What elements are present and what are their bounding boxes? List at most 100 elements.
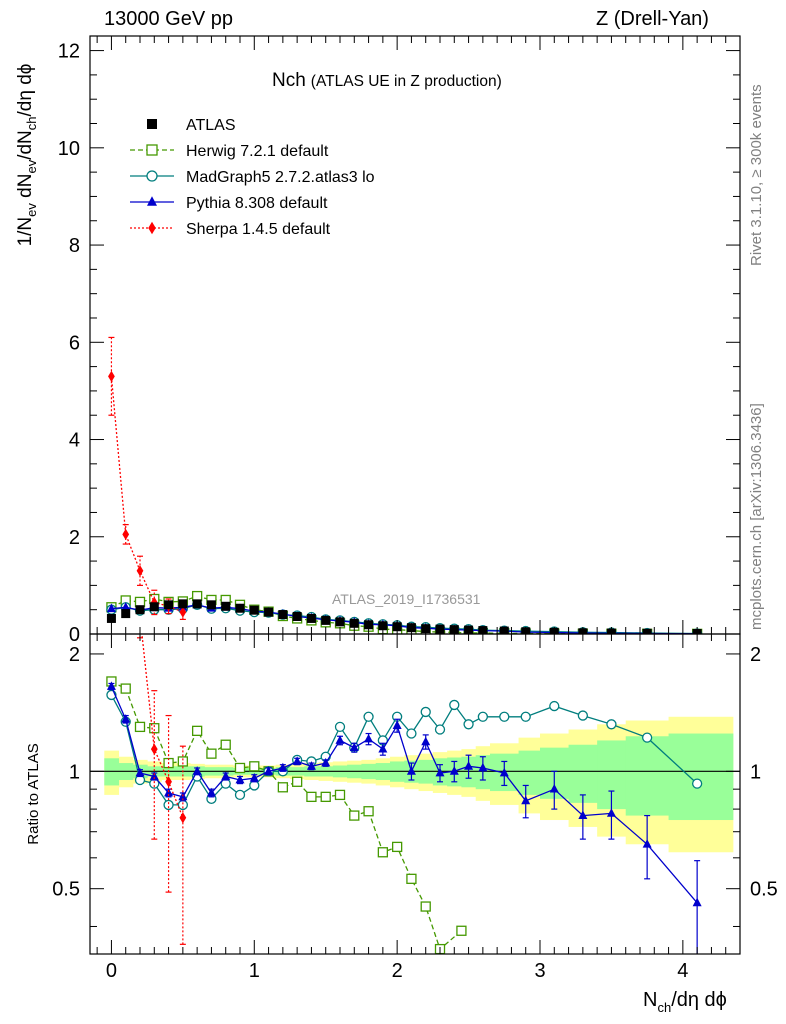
ratio-data-point — [192, 766, 202, 775]
rivet-version-label: Rivet 3.1.10, ≥ 300k events — [748, 84, 765, 266]
ratio-data-point — [606, 808, 616, 817]
ratio-data-point — [177, 756, 189, 767]
ratio-y-tick-label-right: 0.5 — [750, 879, 778, 901]
ratio-data-point — [521, 795, 531, 805]
x-tick-label: 4 — [677, 960, 688, 982]
main-data-point — [191, 590, 203, 602]
mcplots-url-label: mcplots.cern.ch [arXiv:1306.3436] — [748, 403, 765, 630]
ratio-data-point — [334, 721, 346, 733]
main-data-point — [206, 600, 216, 610]
ratio-data-point — [642, 839, 652, 848]
ratio-data-point — [306, 761, 316, 770]
process-label: Z (Drell-Yan) — [596, 8, 709, 30]
ratio-data-point — [349, 742, 359, 752]
legend: ATLAS Herwig 7.2.1 default MadGraph5 2.7.2… — [130, 117, 375, 238]
ratio-data-point — [449, 699, 460, 711]
ratio-data-point — [234, 789, 246, 801]
ratio-panel-frame — [89, 633, 741, 955]
ratio-data-point — [391, 841, 403, 853]
ratio-data-point — [464, 761, 474, 770]
ratio-y-tick-label-right: 2 — [750, 644, 761, 666]
ratio-data-point — [456, 925, 467, 936]
main-y-tick-label: 10 — [58, 138, 80, 160]
legend-marker — [148, 221, 156, 235]
main-data-point — [292, 611, 302, 621]
ratio-y-tick-label: 0.5 — [52, 879, 80, 901]
ratio-data-point — [264, 766, 274, 775]
legend-entry: MadGraph5 2.7.2.atlas3 lo — [130, 169, 375, 186]
ratio-panel-series — [106, 634, 703, 954]
legend-entry: Sherpa 1.4.5 default — [130, 221, 331, 238]
main-data-point — [179, 606, 187, 618]
ratio-series-0 — [106, 676, 467, 954]
ratio-data-point — [478, 762, 488, 772]
main-y-tick-label: 6 — [69, 332, 80, 354]
x-tick-label: 2 — [392, 960, 403, 982]
main-data-point — [122, 528, 130, 540]
legend-entry: Herwig 7.2.1 default — [130, 143, 329, 160]
main-data-point — [642, 628, 652, 634]
legend-entry: Pythia 8.308 default — [130, 195, 328, 212]
ratio-data-point — [221, 771, 231, 780]
ratio-data-point — [320, 791, 331, 803]
main-data-point — [349, 618, 359, 628]
main-data-point — [321, 615, 331, 625]
stat-uncertainty-band — [518, 750, 541, 795]
energy-label: 13000 GeV pp — [104, 8, 233, 30]
ratio-data-point — [134, 721, 146, 733]
main-data-point — [378, 621, 388, 631]
ratio-data-point — [291, 776, 303, 787]
ratio-data-point — [149, 771, 159, 780]
stat-uncertainty-band — [568, 744, 598, 803]
ratio-data-point — [392, 720, 402, 729]
main-data-point — [192, 599, 202, 609]
main-data-point — [264, 607, 274, 617]
subtitle-text: (ATLAS UE in Z production) — [311, 73, 502, 90]
ratio-data-point — [477, 711, 489, 722]
ratio-data-point — [406, 766, 416, 775]
main-title: Nch (ATLAS UE in Z production) — [272, 70, 502, 91]
ratio-data-point — [641, 732, 653, 743]
ratio-data-point — [549, 783, 559, 793]
ratio-data-point — [277, 782, 289, 793]
main-data-point — [278, 610, 288, 620]
main-data-point — [335, 617, 345, 627]
ratio-data-point — [520, 711, 531, 722]
x-tick-label: 0 — [106, 960, 117, 982]
x-tick-label: 3 — [534, 960, 545, 982]
ratio-series-line-2 — [110, 686, 698, 904]
main-data-point — [108, 370, 115, 382]
ratio-data-point — [249, 773, 259, 782]
ratio-data-point — [378, 743, 388, 753]
main-data-point — [499, 626, 509, 634]
legend-label: Pythia 8.308 default — [186, 195, 328, 212]
legend-marker — [146, 170, 158, 182]
ratio-data-point — [421, 736, 431, 746]
ratio-data-point — [149, 723, 160, 734]
x-tick-label: 1 — [249, 960, 260, 982]
ratio-data-point — [235, 774, 245, 784]
main-data-point — [149, 602, 159, 612]
ratio-data-point — [499, 711, 510, 722]
ratio-data-point — [206, 787, 216, 797]
ratio-data-point — [406, 728, 417, 739]
ratio-data-point — [150, 743, 158, 755]
ratio-data-point — [406, 873, 417, 884]
analysis-watermark: ATLAS_2019_I1736531 — [332, 591, 481, 607]
ratio-data-point — [549, 700, 560, 712]
ratio-data-point — [120, 683, 131, 694]
ratio-data-point — [434, 724, 446, 735]
ratio-data-point — [121, 714, 131, 723]
ratio-data-point — [363, 806, 374, 817]
ratio-data-point — [435, 767, 445, 777]
main-data-point — [249, 605, 259, 615]
x-axis-label: Nch/dη dϕ — [643, 989, 727, 1015]
ratio-ylabel: Ratio to ATLAS — [25, 743, 42, 844]
main-data-point — [106, 613, 116, 623]
title-text: Nch — [272, 70, 306, 91]
ratio-data-point — [206, 748, 217, 759]
legend-marker — [146, 144, 158, 156]
ratio-data-point — [577, 710, 589, 721]
